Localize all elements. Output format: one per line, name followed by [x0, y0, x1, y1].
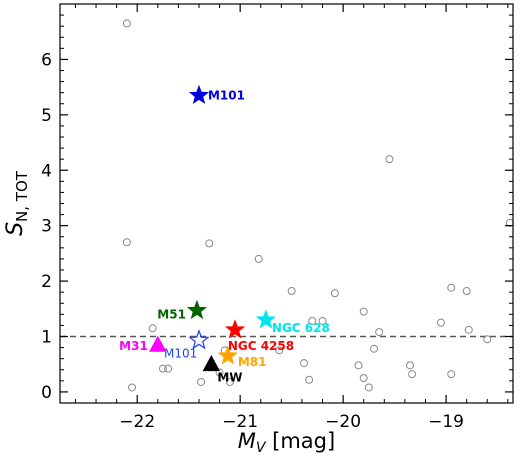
comparison-point — [354, 361, 363, 370]
y-tick-label: 5 — [41, 106, 52, 126]
m101-label: M101 — [208, 88, 245, 102]
m51-label: M51 — [157, 307, 186, 321]
m81-label: M81 — [238, 355, 267, 369]
comparison-point — [148, 324, 157, 333]
m31-triangle-marker — [149, 335, 167, 352]
mw-triangle-marker — [202, 354, 221, 372]
comparison-point — [364, 383, 373, 392]
comparison-point — [359, 307, 368, 316]
y-tick-label: 3 — [41, 217, 52, 237]
comparison-point — [308, 316, 317, 325]
m101-star-marker — [188, 84, 210, 105]
m101-label: M101 — [164, 346, 197, 360]
comparison-point — [122, 19, 131, 28]
comparison-point — [164, 364, 173, 373]
mw-label: MW — [217, 370, 242, 384]
comparison-point — [464, 325, 473, 334]
y-tick-label: 0 — [41, 383, 52, 403]
x-tick-label: −19 — [428, 412, 464, 432]
ngc-628-label: NGC 628 — [272, 321, 330, 335]
m81-star-marker — [217, 345, 238, 365]
comparison-point — [330, 289, 339, 298]
y-tick-label: 2 — [41, 272, 52, 292]
y-tick-label: 6 — [41, 50, 52, 70]
comparison-point — [406, 361, 415, 370]
comparison-point — [370, 344, 379, 353]
x-tick-label: −22 — [119, 412, 155, 432]
comparison-point — [158, 364, 167, 373]
comparison-point — [359, 374, 368, 383]
comparison-point — [305, 375, 314, 384]
axis-ticks: −22 −21 −20 −19 0 1 2 3 4 5 6 — [41, 4, 513, 432]
comparison-point — [122, 238, 131, 247]
ngc-628-star-marker — [255, 309, 277, 329]
ngc-4258-label: NGC 4258 — [228, 339, 294, 353]
comparison-point — [287, 287, 296, 296]
comparison-point — [408, 370, 417, 379]
m31-label: M31 — [119, 339, 148, 353]
comparison-point — [205, 239, 214, 248]
comparison-point — [436, 318, 445, 327]
m101-star-marker — [188, 329, 210, 350]
comparison-point — [254, 254, 263, 263]
comparison-point — [385, 155, 394, 164]
y-tick-label: 4 — [41, 161, 52, 181]
comparison-point — [483, 335, 492, 344]
x-tick-label: −20 — [325, 412, 361, 432]
ngc-4258-star-marker — [224, 319, 246, 339]
x-axis-label: MV [mag] — [238, 429, 335, 456]
comparison-point — [128, 383, 137, 392]
x-tick-label: −21 — [222, 412, 258, 432]
comparison-point — [375, 328, 384, 337]
comparison-point — [225, 377, 234, 386]
comparison-point — [447, 283, 456, 292]
m51-star-marker — [186, 299, 208, 320]
y-tick-label: 1 — [41, 328, 52, 348]
comparison-point — [447, 370, 456, 379]
y-axis-label: SN, TOT — [3, 170, 31, 236]
comparison-point — [462, 287, 471, 296]
comparison-point — [197, 377, 206, 386]
comparison-point — [215, 368, 224, 377]
comparison-point — [300, 359, 309, 368]
comparison-points — [122, 19, 514, 392]
comparison-point — [275, 346, 284, 355]
comparison-point — [318, 316, 327, 325]
